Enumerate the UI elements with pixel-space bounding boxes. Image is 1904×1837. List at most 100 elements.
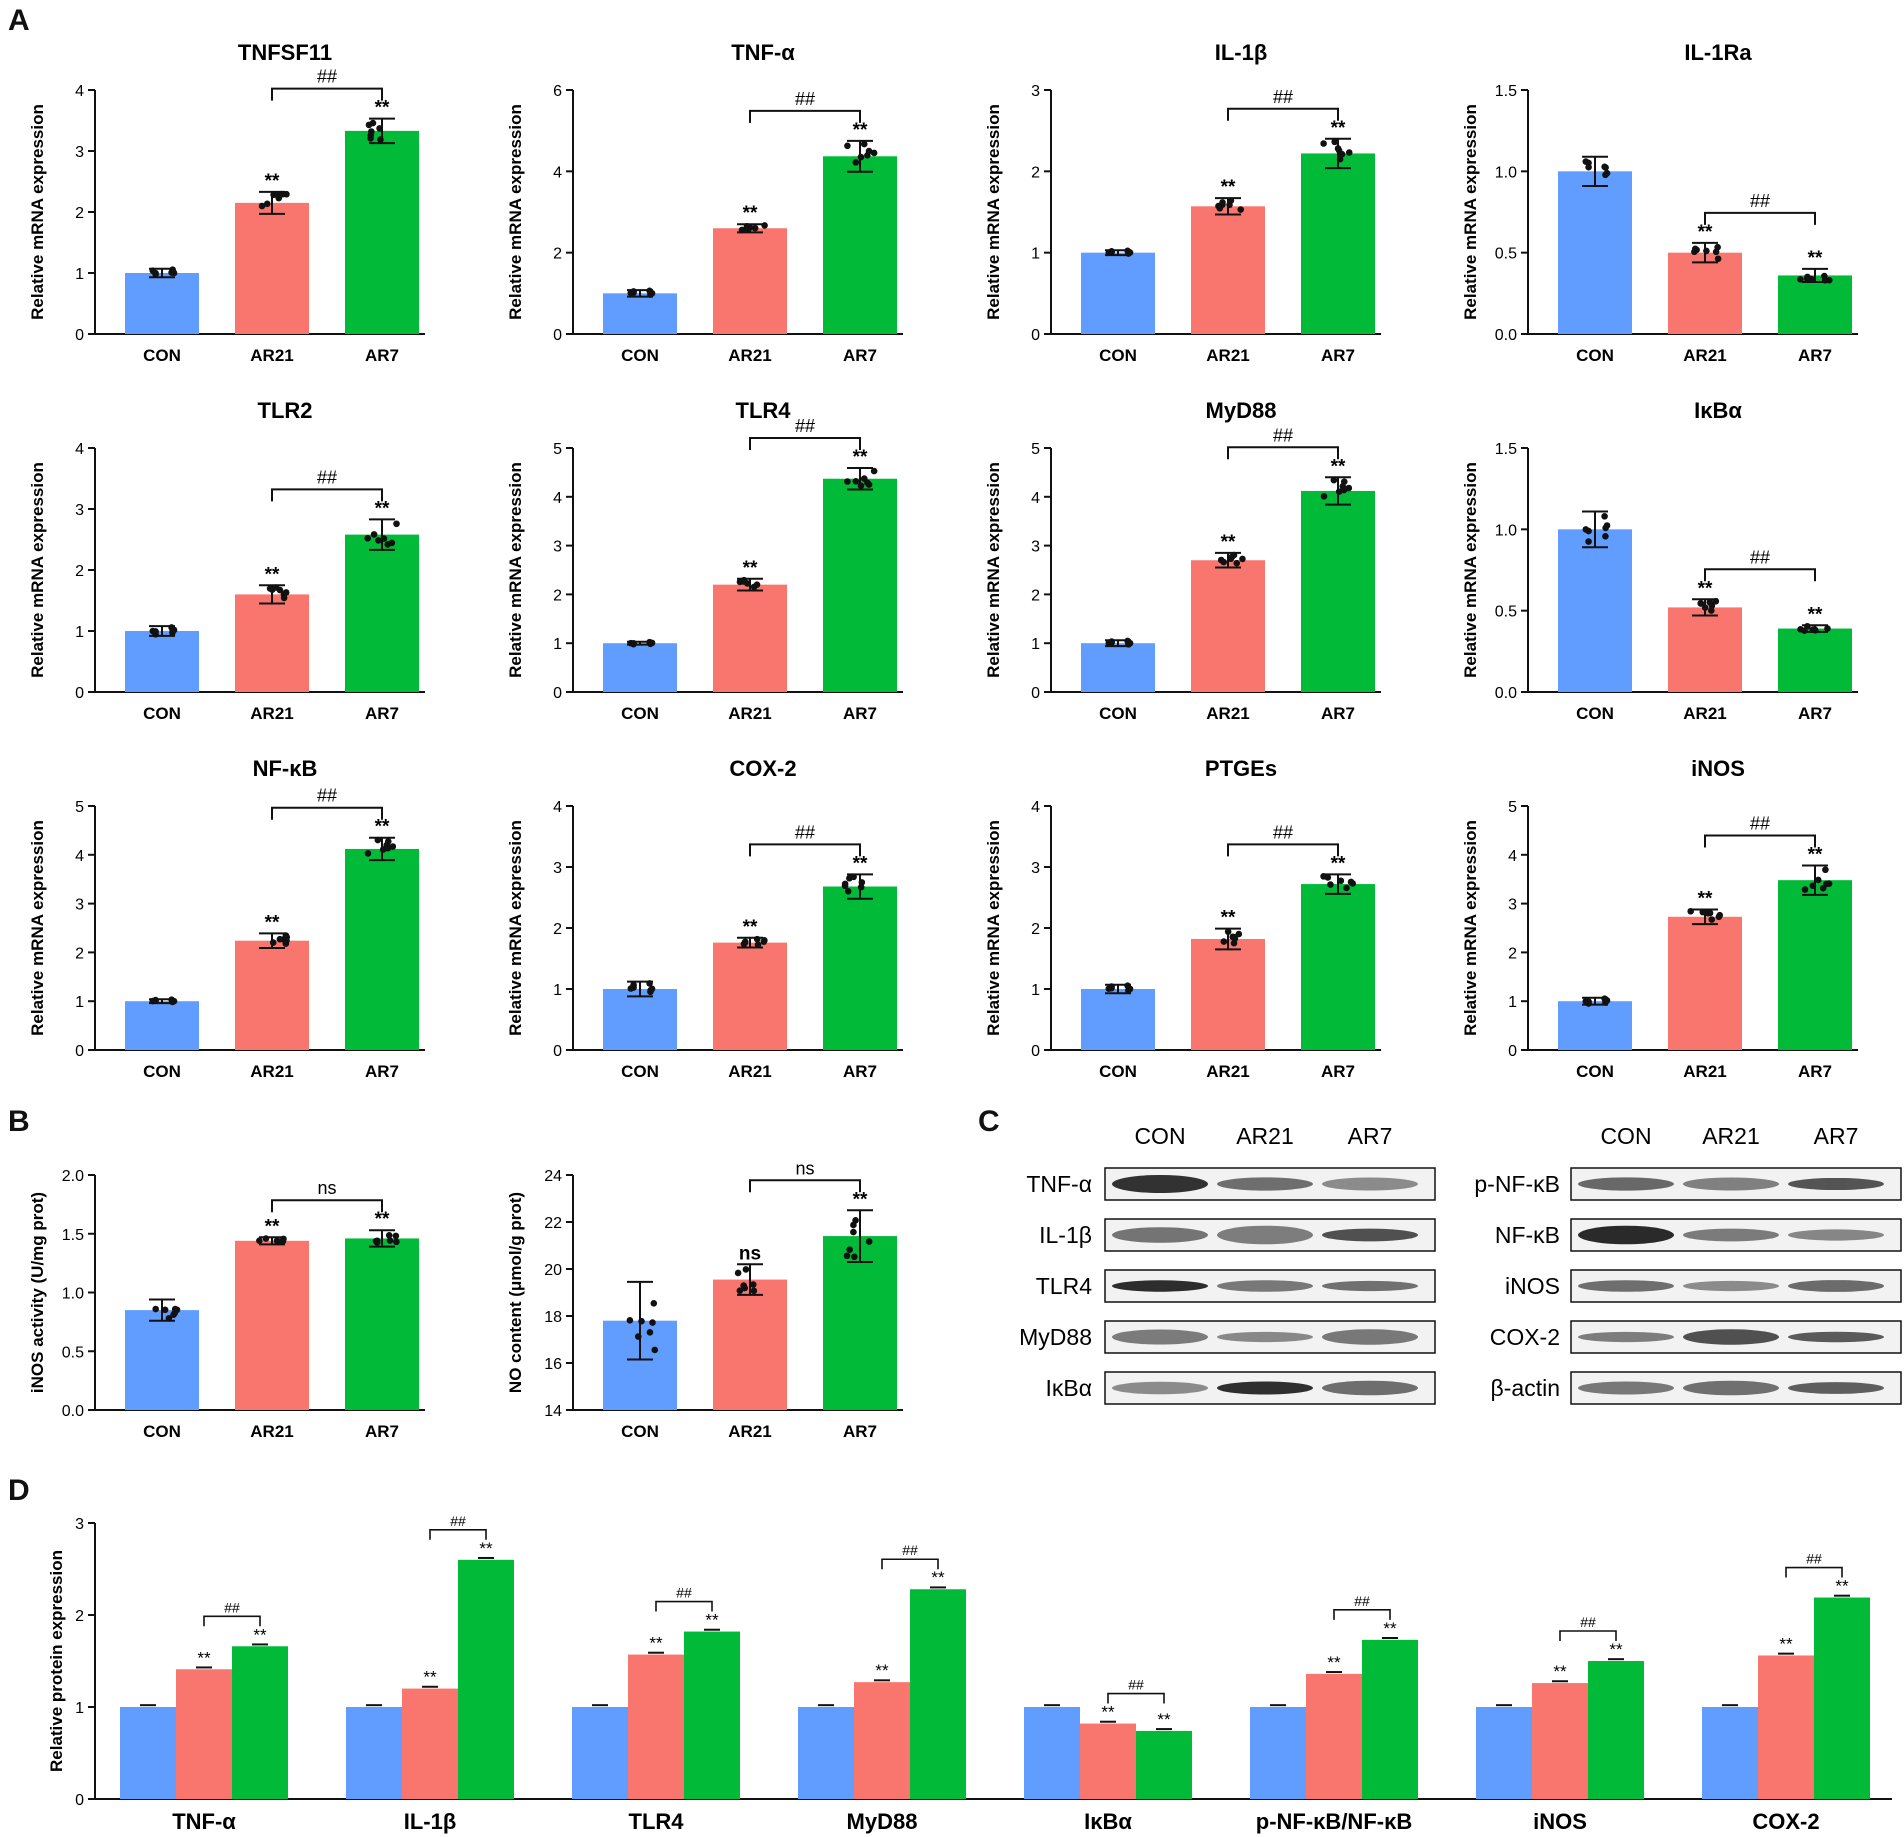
x-tick-label: AR7 <box>843 346 877 365</box>
data-point <box>846 1246 853 1254</box>
y-tick-label: 5 <box>1031 441 1040 458</box>
blot-band <box>1578 1177 1674 1191</box>
chart-title: NF-κB <box>253 756 318 781</box>
chart-title: COX-2 <box>729 756 796 781</box>
y-tick-label: 2 <box>1031 921 1040 938</box>
y-tick-label: 2 <box>553 587 562 604</box>
y-tick-label: 1 <box>1031 982 1040 999</box>
bar-ar21 <box>1191 206 1265 334</box>
comparison-bracket <box>1333 1609 1391 1620</box>
data-point <box>850 1228 857 1236</box>
data-point <box>152 996 159 1004</box>
data-point <box>865 1238 873 1245</box>
comparison-label: ## <box>795 416 815 436</box>
western-blot-left: CON AR21 AR7 TNF-α IL-1β TLR4 MyD88 IκBα <box>1019 1123 1436 1405</box>
blot-band <box>1683 1228 1779 1242</box>
y-tick-label: 1 <box>75 1700 84 1717</box>
y-tick-label: 1.5 <box>62 1227 84 1244</box>
comparison-bracket <box>1785 1566 1843 1578</box>
x-tick-label: AR7 <box>1321 704 1355 723</box>
blot-row-label: β-actin <box>1491 1375 1560 1401</box>
y-axis-label: Relative mRNA expression <box>28 462 47 678</box>
y-tick-label: 0 <box>553 1043 562 1060</box>
data-point <box>852 159 860 166</box>
data-point <box>1220 558 1227 566</box>
chart-title: iNOS <box>1691 756 1745 781</box>
bar-con <box>1081 643 1155 692</box>
significance-label: ** <box>1553 1662 1567 1681</box>
data-point <box>1327 881 1334 888</box>
bar-ar21 <box>713 584 787 692</box>
data-point <box>852 477 860 485</box>
blot-column-label: AR7 <box>1814 1123 1859 1149</box>
chart-ikba: IκBα Relative mRNA expression 0.0 0.5 1.0 1.5… <box>1461 398 1858 723</box>
x-tick-label: AR21 <box>728 346 771 365</box>
data-point <box>283 933 291 941</box>
significance-label: ** <box>853 1189 868 1210</box>
bar-ar21 <box>1668 252 1742 334</box>
data-point <box>258 202 266 210</box>
y-tick-label: 1.0 <box>62 1286 84 1303</box>
y-tick-label: 3 <box>75 1516 84 1533</box>
data-point <box>372 1237 380 1245</box>
y-tick-label: 3 <box>1508 897 1517 914</box>
data-point <box>1124 637 1131 645</box>
x-tick-label: AR7 <box>365 704 399 723</box>
y-tick-label: 18 <box>544 1309 562 1326</box>
data-point <box>385 1231 393 1239</box>
comparison-label: ## <box>795 89 815 109</box>
blot-row-label: TLR4 <box>1036 1273 1092 1299</box>
blot-column-label: CON <box>1134 1123 1185 1149</box>
x-tick-label: TLR4 <box>629 1809 685 1834</box>
y-tick-label: 4 <box>553 799 562 816</box>
y-tick-label: 2 <box>75 205 84 222</box>
y-tick-label: 4 <box>75 848 84 865</box>
bar-con <box>603 643 677 692</box>
y-tick-label: 3 <box>553 860 562 877</box>
data-point <box>630 981 637 989</box>
significance-label: ** <box>743 558 758 579</box>
chart-title: TLR2 <box>258 398 313 423</box>
y-axis-label: Relative mRNA expression <box>1461 104 1480 320</box>
significance-label: ** <box>1331 853 1346 874</box>
x-tick-label: CON <box>1576 1062 1614 1081</box>
data-point <box>1603 522 1611 529</box>
y-tick-label: 6 <box>553 83 562 100</box>
comparison-label: ## <box>317 786 337 806</box>
comparison-bracket <box>1704 834 1816 848</box>
x-tick-label: AR7 <box>1321 1062 1355 1081</box>
significance-label: ** <box>1157 1710 1171 1729</box>
bar-ar7 <box>345 534 419 692</box>
data-point <box>1124 982 1131 990</box>
data-point <box>852 1217 859 1224</box>
data-point <box>283 190 290 198</box>
blot-band <box>1112 1227 1208 1243</box>
data-point <box>364 534 372 542</box>
data-point <box>384 541 392 548</box>
comparison-bracket <box>271 488 383 502</box>
significance-label: ** <box>1221 532 1236 553</box>
bar-ar7 <box>1778 628 1852 692</box>
y-axis-label: NO content (μmol/g prot) <box>506 1192 525 1393</box>
y-tick-label: 0 <box>75 327 84 344</box>
blot-band <box>1788 1382 1884 1394</box>
data-point <box>740 1282 747 1289</box>
blot-band <box>1578 1381 1674 1395</box>
data-point <box>1331 138 1338 146</box>
x-tick-label: CON <box>1099 704 1137 723</box>
x-tick-label: IL-1β <box>404 1809 457 1834</box>
x-tick-label: CON <box>143 1422 181 1441</box>
bar-con <box>125 631 199 692</box>
bar-con <box>125 1310 199 1410</box>
data-point <box>1687 907 1694 915</box>
data-point <box>742 1266 750 1273</box>
data-point <box>367 132 375 139</box>
y-tick-label: 0.0 <box>1495 685 1517 702</box>
bar-ar7-tnf <box>232 1646 288 1799</box>
bar-ar21 <box>235 202 309 334</box>
y-tick-label: 1.5 <box>1495 83 1517 100</box>
y-tick-label: 1 <box>75 266 84 283</box>
data-point <box>750 1287 758 1295</box>
y-tick-label: 5 <box>75 799 84 816</box>
significance-label: ** <box>931 1568 945 1587</box>
